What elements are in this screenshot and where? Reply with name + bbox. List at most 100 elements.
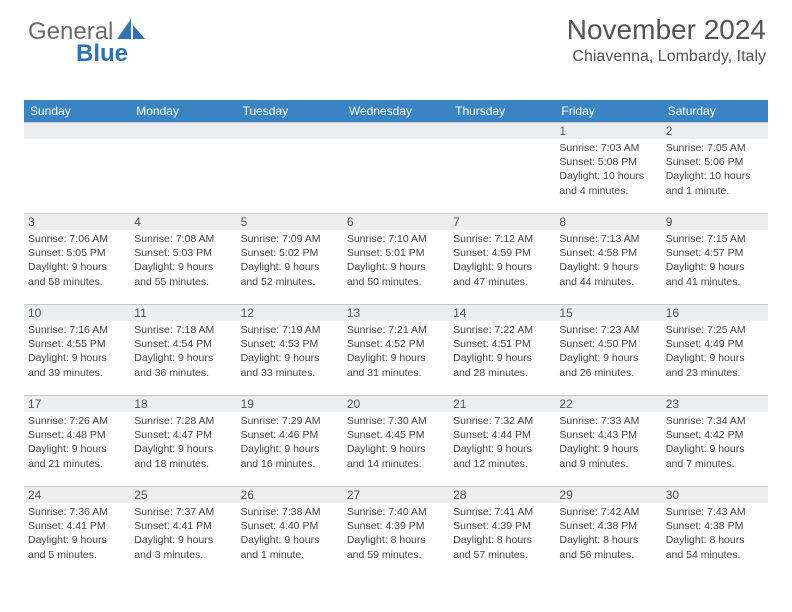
calendar-cell: 11 Sunrise: 7:18 AMSunset: 4:54 PMDayligh… <box>130 305 236 396</box>
day-number: 4 <box>130 214 236 230</box>
day-number: 27 <box>343 487 449 503</box>
day-number: 15 <box>555 305 661 321</box>
calendar-cell: 24 Sunrise: 7:36 AMSunset: 4:41 PMDayligh… <box>24 487 130 578</box>
calendar-cell: 8Sunrise: 7:13 AMSunset: 4:58 PMDaylight… <box>555 214 661 305</box>
day-number: 19 <box>237 396 343 412</box>
day-number: 24 <box>24 487 130 503</box>
weekday-header: Tuesday <box>237 100 343 123</box>
day-number <box>237 123 343 139</box>
day-info: Sunrise: 7:33 AMSunset: 4:43 PMDaylight:… <box>559 414 657 471</box>
day-number: 13 <box>343 305 449 321</box>
day-number: 7 <box>449 214 555 230</box>
day-info: Sunrise: 7:10 AMSunset: 5:01 PMDaylight:… <box>347 232 445 289</box>
day-number: 3 <box>24 214 130 230</box>
day-number <box>130 123 236 139</box>
day-number: 14 <box>449 305 555 321</box>
page-title: November 2024 <box>567 14 766 46</box>
day-info: Sunrise: 7:12 AMSunset: 4:59 PMDaylight:… <box>453 232 551 289</box>
day-info: Sunrise: 7:43 AMSunset: 4:38 PMDaylight:… <box>666 505 764 562</box>
day-info: Sunrise: 7:15 AMSunset: 4:57 PMDaylight:… <box>666 232 764 289</box>
day-number: 8 <box>555 214 661 230</box>
day-info: Sunrise: 7:18 AMSunset: 4:54 PMDaylight:… <box>134 323 232 380</box>
day-number: 29 <box>555 487 661 503</box>
day-number: 21 <box>449 396 555 412</box>
location-text: Chiavenna, Lombardy, Italy <box>567 48 766 66</box>
day-info: Sunrise: 7:32 AMSunset: 4:44 PMDaylight:… <box>453 414 551 471</box>
day-number: 30 <box>662 487 768 503</box>
day-number: 5 <box>237 214 343 230</box>
day-number: 16 <box>662 305 768 321</box>
day-number: 10 <box>24 305 130 321</box>
day-number <box>24 123 130 139</box>
calendar-cell: 3Sunrise: 7:06 AMSunset: 5:05 PMDaylight… <box>24 214 130 305</box>
weekday-header: Saturday <box>662 100 768 123</box>
calendar-cell: 17 Sunrise: 7:26 AMSunset: 4:48 PMDayligh… <box>24 396 130 487</box>
day-info: Sunrise: 7:08 AMSunset: 5:03 PMDaylight:… <box>134 232 232 289</box>
calendar-cell: 4 Sunrise: 7:08 AMSunset: 5:03 PMDaylight… <box>130 214 236 305</box>
calendar-cell: 29 Sunrise: 7:42 AMSunset: 4:38 PMDayligh… <box>555 487 661 578</box>
calendar-table: SundayMondayTuesdayWednesdayThursdayFrid… <box>24 100 768 577</box>
calendar-cell: 21 Sunrise: 7:32 AMSunset: 4:44 PMDayligh… <box>449 396 555 487</box>
calendar-cell: 14 Sunrise: 7:22 AMSunset: 4:51 PMDayligh… <box>449 305 555 396</box>
day-info: Sunrise: 7:41 AMSunset: 4:39 PMDaylight:… <box>453 505 551 562</box>
day-info: Sunrise: 7:42 AMSunset: 4:38 PMDaylight:… <box>559 505 657 562</box>
day-number: 22 <box>555 396 661 412</box>
day-info: Sunrise: 7:09 AMSunset: 5:02 PMDaylight:… <box>241 232 339 289</box>
day-info: Sunrise: 7:25 AMSunset: 4:49 PMDaylight:… <box>666 323 764 380</box>
day-number: 20 <box>343 396 449 412</box>
day-info: Sunrise: 7:29 AMSunset: 4:46 PMDaylight:… <box>241 414 339 471</box>
day-info: Sunrise: 7:36 AMSunset: 4:41 PMDaylight:… <box>28 505 126 562</box>
calendar-cell: 6 Sunrise: 7:10 AMSunset: 5:01 PMDaylight… <box>343 214 449 305</box>
day-number: 9 <box>662 214 768 230</box>
calendar-cell: 23 Sunrise: 7:34 AMSunset: 4:42 PMDayligh… <box>662 396 768 487</box>
day-number: 12 <box>237 305 343 321</box>
calendar-cell: 2Sunrise: 7:05 AMSunset: 5:06 PMDaylight… <box>662 123 768 214</box>
day-info: Sunrise: 7:34 AMSunset: 4:42 PMDaylight:… <box>666 414 764 471</box>
day-number: 23 <box>662 396 768 412</box>
brand-text-blue: Blue <box>76 40 128 68</box>
calendar-cell: 16 Sunrise: 7:25 AMSunset: 4:49 PMDayligh… <box>662 305 768 396</box>
day-info: Sunrise: 7:05 AMSunset: 5:06 PMDaylight:… <box>666 141 764 198</box>
calendar-cell: 19 Sunrise: 7:29 AMSunset: 4:46 PMDayligh… <box>237 396 343 487</box>
day-info: Sunrise: 7:38 AMSunset: 4:40 PMDaylight:… <box>241 505 339 562</box>
weekday-header: Monday <box>130 100 236 123</box>
calendar-cell: 13 Sunrise: 7:21 AMSunset: 4:52 PMDayligh… <box>343 305 449 396</box>
day-number: 6 <box>343 214 449 230</box>
day-info: Sunrise: 7:16 AMSunset: 4:55 PMDaylight:… <box>28 323 126 380</box>
day-number: 17 <box>24 396 130 412</box>
weekday-header: Wednesday <box>343 100 449 123</box>
calendar-cell <box>237 123 343 214</box>
day-number: 1 <box>555 123 661 139</box>
day-info: Sunrise: 7:30 AMSunset: 4:45 PMDaylight:… <box>347 414 445 471</box>
calendar-cell <box>449 123 555 214</box>
weekday-header: Friday <box>555 100 661 123</box>
day-number: 26 <box>237 487 343 503</box>
calendar-cell: 9 Sunrise: 7:15 AMSunset: 4:57 PMDaylight… <box>662 214 768 305</box>
calendar: SundayMondayTuesdayWednesdayThursdayFrid… <box>24 100 768 577</box>
calendar-cell: 30 Sunrise: 7:43 AMSunset: 4:38 PMDayligh… <box>662 487 768 578</box>
calendar-cell: 7 Sunrise: 7:12 AMSunset: 4:59 PMDaylight… <box>449 214 555 305</box>
calendar-cell <box>343 123 449 214</box>
day-number: 28 <box>449 487 555 503</box>
day-info: Sunrise: 7:40 AMSunset: 4:39 PMDaylight:… <box>347 505 445 562</box>
calendar-cell: 1 Sunrise: 7:03 AMSunset: 5:08 PMDaylight… <box>555 123 661 214</box>
day-number <box>449 123 555 139</box>
day-number: 25 <box>130 487 236 503</box>
day-number: 11 <box>130 305 236 321</box>
day-info: Sunrise: 7:03 AMSunset: 5:08 PMDaylight:… <box>559 141 657 198</box>
day-info: Sunrise: 7:19 AMSunset: 4:53 PMDaylight:… <box>241 323 339 380</box>
calendar-cell <box>24 123 130 214</box>
day-info: Sunrise: 7:22 AMSunset: 4:51 PMDaylight:… <box>453 323 551 380</box>
calendar-cell: 27 Sunrise: 7:40 AMSunset: 4:39 PMDayligh… <box>343 487 449 578</box>
calendar-cell: 22 Sunrise: 7:33 AMSunset: 4:43 PMDayligh… <box>555 396 661 487</box>
weekday-header: Sunday <box>24 100 130 123</box>
brand-logo: General Blue <box>28 18 147 46</box>
day-info: Sunrise: 7:21 AMSunset: 4:52 PMDaylight:… <box>347 323 445 380</box>
calendar-cell: 5 Sunrise: 7:09 AMSunset: 5:02 PMDaylight… <box>237 214 343 305</box>
day-info: Sunrise: 7:26 AMSunset: 4:48 PMDaylight:… <box>28 414 126 471</box>
calendar-cell: 15Sunrise: 7:23 AMSunset: 4:50 PMDayligh… <box>555 305 661 396</box>
calendar-cell: 20 Sunrise: 7:30 AMSunset: 4:45 PMDayligh… <box>343 396 449 487</box>
header-block: November 2024 Chiavenna, Lombardy, Italy <box>567 14 766 66</box>
day-number <box>343 123 449 139</box>
calendar-cell: 12 Sunrise: 7:19 AMSunset: 4:53 PMDayligh… <box>237 305 343 396</box>
